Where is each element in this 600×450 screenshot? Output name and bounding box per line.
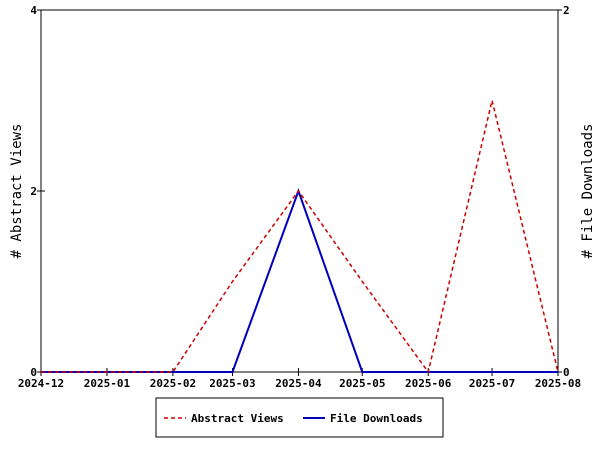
x-tick-label: 2025-06	[405, 377, 452, 390]
x-tick-label: 2025-03	[209, 377, 255, 390]
legend-label-abstract-views: Abstract Views	[191, 412, 284, 425]
y2-axis-label: # File Downloads	[580, 124, 596, 259]
x-tick-label: 2025-08	[535, 377, 581, 390]
x-tick-label: 2025-02	[150, 377, 196, 390]
series-line-file-downloads	[41, 188, 558, 373]
x-tick-label: 2025-05	[339, 377, 385, 390]
x-tick-label: 2025-01	[84, 377, 131, 390]
y-tick-label: 4	[30, 4, 37, 17]
legend-label-file-downloads: File Downloads	[330, 412, 423, 425]
plot-frame	[40, 9, 559, 373]
series-line-abstract-views	[41, 100, 559, 374]
x-tick-label: 2025-04	[275, 377, 322, 390]
y2-tick-label: 0	[563, 366, 570, 379]
y-axis-label: # Abstract Views	[9, 124, 25, 259]
y2-tick-label: 2	[563, 4, 570, 17]
y-tick-label: 2	[30, 185, 37, 198]
legend: Abstract Views File Downloads	[155, 397, 444, 438]
x-tick-label: 2024-12	[18, 377, 64, 390]
y-tick-label: 0	[30, 366, 37, 379]
x-tick-label: 2025-07	[469, 377, 515, 390]
